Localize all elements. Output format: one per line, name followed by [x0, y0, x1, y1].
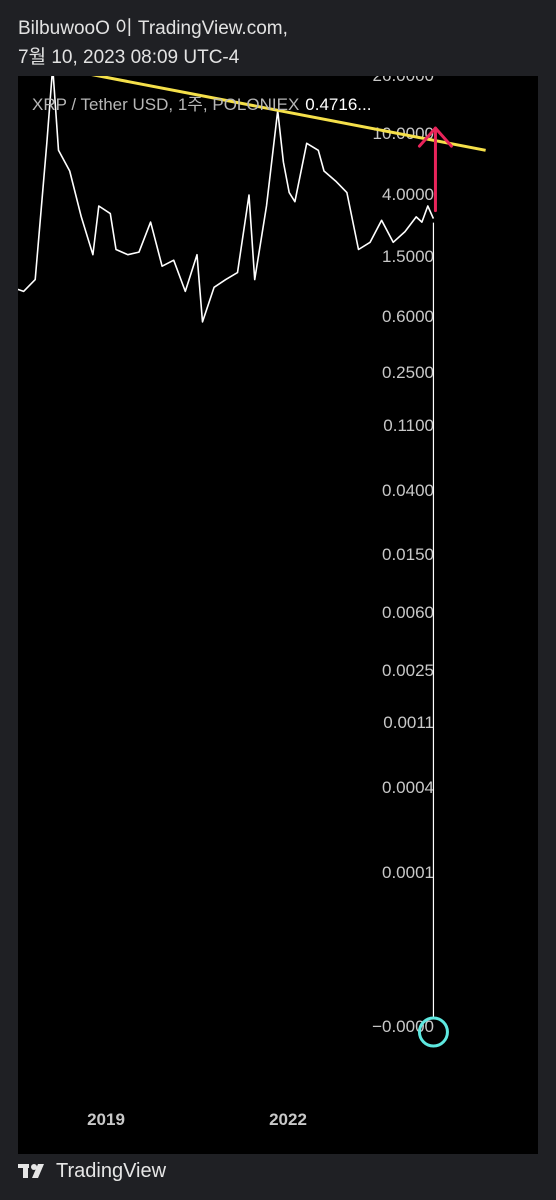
y-tick-label: 0.0011 [383, 713, 434, 732]
y-tick-label: 0.0025 [382, 661, 434, 680]
tradingview-logo-icon [18, 1164, 44, 1178]
chart-area: 26.000010.00004.00001.50000.60000.25000.… [18, 76, 538, 1154]
y-tick-label: 1.5000 [382, 247, 434, 266]
y-tick-label: 4.0000 [382, 185, 434, 204]
y-tick-label: 0.0001 [382, 863, 434, 882]
post-header: BilbuwooO 이 TradingView.com, 7월 10, 2023… [18, 14, 288, 72]
author-line: BilbuwooO 이 TradingView.com, [18, 18, 288, 39]
footer: TradingView [18, 1158, 166, 1184]
chart-title: XRP / Tether USD, 1주, POLONIEX 0.4716... [32, 90, 371, 115]
brand-name: TradingView [56, 1159, 167, 1182]
price-chart: 26.000010.00004.00001.50000.60000.25000.… [18, 76, 486, 1129]
timestamp-line: 7월 10, 2023 08:09 UTC-4 [18, 47, 240, 68]
y-tick-label: 0.0004 [382, 778, 434, 797]
x-tick-label: 2019 [87, 1110, 125, 1129]
circle-marker [417, 1016, 449, 1048]
resistance-trendline [91, 76, 486, 152]
target-arrow-head [417, 126, 453, 148]
current-price: 0.4716... [305, 95, 372, 114]
y-tick-label: 0.2500 [382, 363, 434, 382]
y-tick-label: 0.0060 [382, 603, 434, 622]
y-tick-label: 0.0150 [382, 545, 434, 564]
y-tick-label: 0.1100 [383, 416, 434, 435]
y-tick-label: 26.0000 [373, 76, 434, 85]
price-series-line [18, 76, 435, 323]
symbol-label: XRP / Tether USD, 1주, POLONIEX [32, 95, 300, 114]
y-tick-label: 0.6000 [382, 307, 434, 326]
y-tick-label: 0.0400 [382, 481, 434, 500]
x-tick-label: 2022 [269, 1110, 307, 1129]
